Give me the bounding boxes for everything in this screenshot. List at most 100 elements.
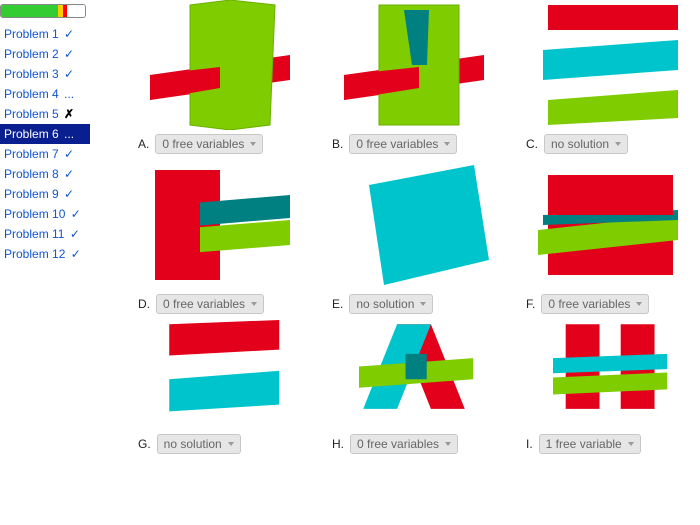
option-cell-G: G. no solution: [130, 320, 310, 454]
main-panel: A. 0 free variables B. 0 free variables C. no…: [90, 0, 700, 525]
dropdown-value: 0 free variables: [548, 297, 630, 311]
sidebar-item-problem-9[interactable]: Problem 9 ✓: [0, 184, 90, 204]
answer-dropdown[interactable]: no solution: [349, 294, 433, 314]
answer-dropdown[interactable]: 0 free variables: [541, 294, 649, 314]
option-cell-H: H. 0 free variables: [324, 320, 504, 454]
answer-dropdown[interactable]: no solution: [157, 434, 241, 454]
progress-bar: [0, 4, 86, 18]
sidebar-item-problem-8[interactable]: Problem 8 ✓: [0, 164, 90, 184]
problem-label: Problem 9: [4, 187, 59, 201]
sidebar-item-problem-5[interactable]: Problem 5 ✗: [0, 104, 90, 124]
option-cell-I: I. 1 free variable: [518, 320, 698, 454]
plane-diagram: [140, 160, 300, 290]
dropdown-value: 0 free variables: [162, 137, 244, 151]
problem-label: Problem 10: [4, 207, 65, 221]
problem-label: Problem 2: [4, 47, 59, 61]
chevron-down-icon: [444, 142, 450, 146]
sidebar-item-problem-10[interactable]: Problem 10 ✓: [0, 204, 90, 224]
sidebar-item-problem-3[interactable]: Problem 3 ✓: [0, 64, 90, 84]
dropdown-value: no solution: [356, 297, 414, 311]
chevron-down-icon: [250, 142, 256, 146]
option-letter: C.: [526, 137, 538, 151]
sidebar-item-problem-2[interactable]: Problem 2 ✓: [0, 44, 90, 64]
option-letter: F.: [526, 297, 535, 311]
problem-label: Problem 4: [4, 87, 59, 101]
chevron-down-icon: [628, 442, 634, 446]
option-caption: D. 0 free variables: [130, 294, 310, 314]
problem-label: Problem 12: [4, 247, 65, 261]
plane-diagram: [140, 0, 300, 130]
option-cell-F: F. 0 free variables: [518, 160, 698, 314]
problem-label: Problem 6: [4, 127, 59, 141]
status-mark: ...: [64, 87, 74, 101]
sidebar-item-problem-1[interactable]: Problem 1 ✓: [0, 24, 90, 44]
status-mark: ✓: [64, 67, 74, 81]
problem-label: Problem 8: [4, 167, 59, 181]
sidebar: Problem 1 ✓Problem 2 ✓Problem 3 ✓Problem…: [0, 0, 90, 525]
option-cell-B: B. 0 free variables: [324, 0, 504, 154]
progress-segment: [67, 5, 85, 17]
problem-label: Problem 7: [4, 147, 59, 161]
problem-label: Problem 3: [4, 67, 59, 81]
option-letter: I.: [526, 437, 533, 451]
plane-diagram: [334, 320, 494, 430]
problem-list: Problem 1 ✓Problem 2 ✓Problem 3 ✓Problem…: [0, 24, 90, 264]
option-caption: B. 0 free variables: [324, 134, 504, 154]
option-letter: A.: [138, 137, 149, 151]
chevron-down-icon: [636, 302, 642, 306]
problem-label: Problem 5: [4, 107, 59, 121]
option-caption: E. no solution: [324, 294, 504, 314]
sidebar-item-problem-7[interactable]: Problem 7 ✓: [0, 144, 90, 164]
option-caption: A. 0 free variables: [130, 134, 310, 154]
dropdown-value: 0 free variables: [356, 137, 438, 151]
answer-dropdown[interactable]: 0 free variables: [349, 134, 457, 154]
status-mark: ✓: [70, 227, 80, 241]
status-mark: ✓: [64, 187, 74, 201]
answer-dropdown[interactable]: 1 free variable: [539, 434, 641, 454]
chevron-down-icon: [445, 442, 451, 446]
option-caption: F. 0 free variables: [518, 294, 698, 314]
plane-diagram: [334, 0, 494, 130]
dropdown-value: no solution: [164, 437, 222, 451]
problem-label: Problem 1: [4, 27, 59, 41]
answer-dropdown[interactable]: no solution: [544, 134, 628, 154]
option-letter: G.: [138, 437, 151, 451]
option-cell-C: C. no solution: [518, 0, 698, 154]
option-cell-A: A. 0 free variables: [130, 0, 310, 154]
problem-label: Problem 11: [4, 227, 64, 241]
option-cell-E: E. no solution: [324, 160, 504, 314]
plane-diagram: [528, 320, 688, 430]
answer-dropdown[interactable]: 0 free variables: [155, 134, 263, 154]
option-caption: H. 0 free variables: [324, 434, 504, 454]
status-mark: ✓: [64, 147, 74, 161]
sidebar-item-problem-6[interactable]: Problem 6 ...: [0, 124, 90, 144]
status-mark: ✓: [71, 247, 81, 261]
plane-diagram: [528, 160, 688, 290]
sidebar-item-problem-12[interactable]: Problem 12 ✓: [0, 244, 90, 264]
dropdown-value: no solution: [551, 137, 609, 151]
status-mark: ✓: [64, 47, 74, 61]
dropdown-value: 0 free variables: [357, 437, 439, 451]
option-caption: I. 1 free variable: [518, 434, 698, 454]
chevron-down-icon: [420, 302, 426, 306]
plane-diagram: [528, 0, 688, 130]
answer-dropdown[interactable]: 0 free variables: [156, 294, 264, 314]
option-letter: E.: [332, 297, 343, 311]
chevron-down-icon: [228, 442, 234, 446]
status-mark: ✗: [64, 107, 74, 121]
option-caption: G. no solution: [130, 434, 310, 454]
option-letter: B.: [332, 137, 343, 151]
option-letter: D.: [138, 297, 150, 311]
options-grid: A. 0 free variables B. 0 free variables C. no…: [130, 0, 690, 454]
option-letter: H.: [332, 437, 344, 451]
answer-dropdown[interactable]: 0 free variables: [350, 434, 458, 454]
sidebar-item-problem-11[interactable]: Problem 11 ✓: [0, 224, 90, 244]
status-mark: ✓: [71, 207, 81, 221]
sidebar-item-problem-4[interactable]: Problem 4 ...: [0, 84, 90, 104]
progress-segment: [1, 5, 58, 17]
chevron-down-icon: [251, 302, 257, 306]
option-caption: C. no solution: [518, 134, 698, 154]
chevron-down-icon: [615, 142, 621, 146]
plane-diagram: [140, 320, 300, 430]
plane-diagram: [334, 160, 494, 290]
